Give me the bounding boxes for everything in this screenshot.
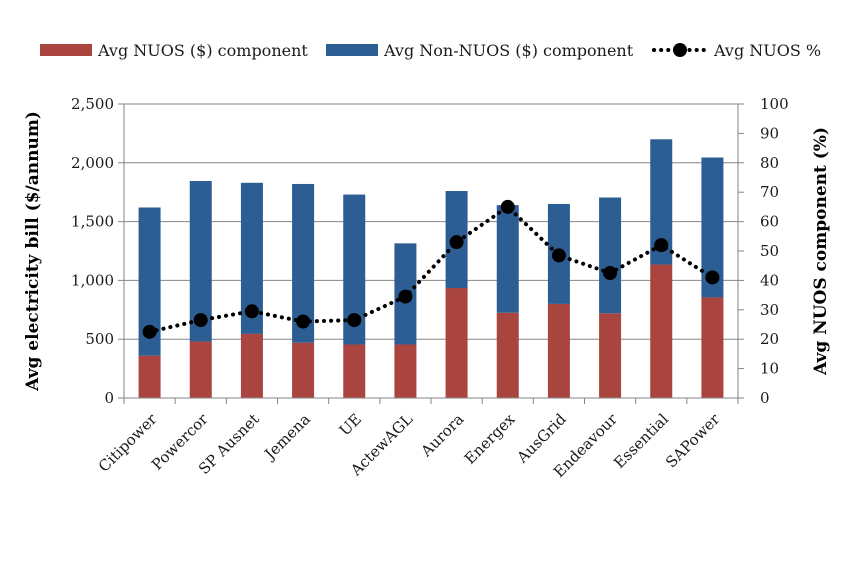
bar-nuos-endeavour [599,313,622,398]
point-nuos-percent-ue [347,313,362,328]
y2-tick-label: 80 [760,154,779,172]
point-nuos-percent-essential [654,238,669,253]
y-tick-label: 2,000 [71,154,114,172]
nuos-percent-line-path [147,204,715,334]
point-nuos-percent-sapower [705,270,720,285]
y2-tick-label: 100 [760,95,789,113]
legend-marker-nuos-percent [673,43,687,57]
point-nuos-percent-citipower [142,324,157,339]
point-nuos-percent-endeavour [603,266,618,281]
y2-tick-label: 0 [760,389,770,407]
tick-labels: 0 500 1,000 1,500 2,000 2,500 0 10 20 30 40 50 60 70 8… [71,95,789,481]
bar-non-nuos-energex [496,205,519,313]
bar-nuos-sp-ausnet [240,333,263,398]
y-tick-label: 2,500 [71,95,114,113]
bar-non-nuos-jemena [292,183,315,343]
legend-label-nuos-percent: Avg NUOS % [713,41,821,60]
point-nuos-percent-jemena [296,314,311,329]
bar-non-nuos-citipower [138,207,161,356]
legend: Avg NUOS ($) component Avg Non-NUOS ($) c… [40,41,821,60]
bar-nuos-jemena [292,342,315,398]
y2-tick-label: 60 [760,213,779,231]
bar-nuos-ausgrid [547,303,570,398]
axes [118,103,744,404]
bar-nuos-essential [650,264,673,398]
bar-non-nuos-endeavour [599,197,622,314]
x-tick-label: UE [336,410,365,439]
legend-label-non-nuos: Avg Non-NUOS ($) component [383,41,634,60]
bar-non-nuos-powercor [189,181,212,342]
point-nuos-percent-energex [500,199,515,214]
x-tick-label: Aurora [417,410,468,461]
gridlines [124,103,738,340]
y-tick-label: 1,500 [71,213,114,231]
bar-nuos-sapower [701,297,724,398]
x-tick-label: Energex [461,410,519,468]
legend-swatch-non-nuos [326,44,378,56]
bar-non-nuos-ue [343,194,366,345]
bar-non-nuos-sapower [701,157,724,298]
legend-swatch-nuos [40,44,92,56]
point-nuos-percent-sp-ausnet [244,304,259,319]
y2-tick-label: 90 [760,124,779,142]
bar-nuos-actewagl [394,344,417,398]
y2-tick-label: 20 [760,330,779,348]
bar-non-nuos-essential [650,139,673,265]
x-tick-label: Jemena [260,410,314,464]
y2-tick-label: 40 [760,271,779,289]
y-tick-label: 500 [85,330,114,348]
y-tick-label: 1,000 [71,271,114,289]
bar-nuos-energex [496,312,519,398]
legend-label-nuos: Avg NUOS ($) component [97,41,308,60]
bar-non-nuos-sp-ausnet [240,182,263,334]
y2-tick-label: 30 [760,301,779,319]
y2-tick-label: 50 [760,242,779,260]
point-nuos-percent-ausgrid [551,248,566,263]
y2-tick-label: 70 [760,183,779,201]
x-tick-label: Citipower [95,410,161,476]
point-nuos-percent-aurora [449,235,464,250]
y-axis-title: Avg electricity bill ($/annum) [23,111,43,392]
bar-nuos-ue [343,344,366,398]
x-tick-label: Essential [610,410,672,472]
point-nuos-percent-actewagl [398,289,413,304]
y2-axis-title: Avg NUOS component (%) [811,127,831,376]
bar-nuos-aurora [445,288,468,398]
point-nuos-percent-powercor [193,313,208,328]
y2-tick-label: 10 [760,360,779,378]
bar-nuos-powercor [189,341,212,398]
bars [138,139,724,398]
nuos-percent-line [142,199,720,339]
y-tick-label: 0 [104,389,114,407]
x-tick-label: SAPower [662,410,724,472]
bar-nuos-citipower [138,355,161,398]
